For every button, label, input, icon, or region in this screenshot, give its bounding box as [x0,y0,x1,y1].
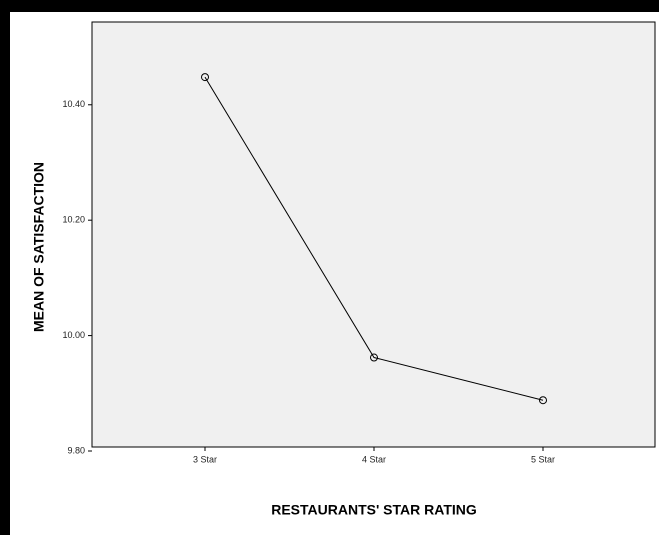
y-tick-label: 10.40 [62,99,85,109]
line [204,76,544,401]
marker [370,353,378,362]
x-tick-label: 4 Star [362,454,386,464]
x-tick-label: 3 Star [193,454,217,464]
marker [539,396,547,405]
y-tick-label: 9.80 [67,445,85,455]
y-tick-label: 10.20 [62,215,85,225]
left-border [0,0,10,535]
plot-area [91,21,656,448]
y-tick-label: 10.00 [62,330,85,340]
y-axis-title: MEAN OF SATISFACTION [31,162,47,332]
x-tick-label: 5 Star [531,454,555,464]
marker [201,73,209,82]
top-border [0,0,659,12]
x-axis-title: RESTAURANTS' STAR RATING [271,502,477,518]
